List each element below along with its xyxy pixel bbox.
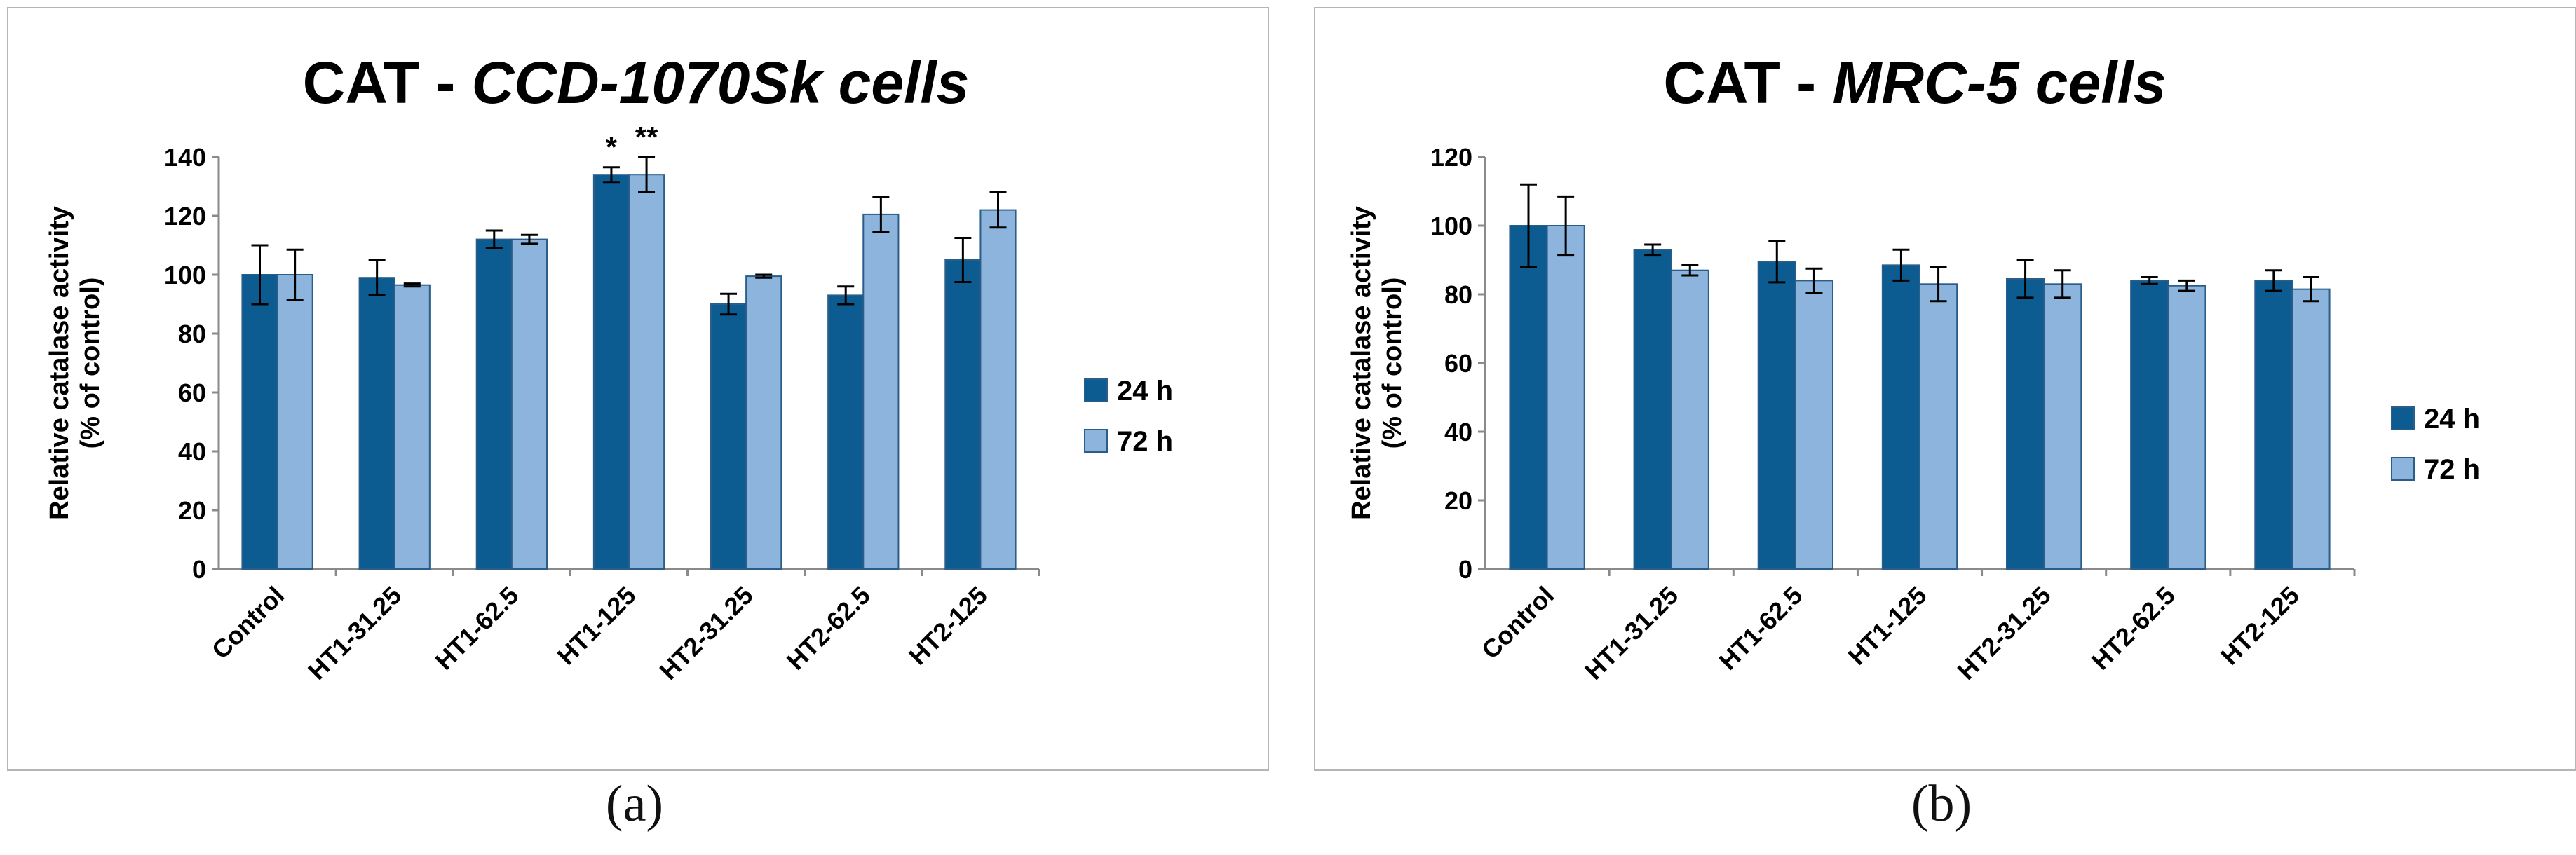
legend-swatch-72h bbox=[1084, 429, 1108, 453]
x-tick-label: HT1-62.5 bbox=[429, 581, 524, 676]
bar-24h bbox=[1633, 249, 1672, 570]
bar-24h bbox=[475, 238, 513, 570]
bar-24h bbox=[2130, 280, 2169, 570]
bar-24h bbox=[241, 274, 278, 570]
y-tick-label: 20 bbox=[178, 496, 206, 525]
y-axis-label-line1: Relative catalase activity bbox=[1347, 206, 1376, 520]
bar-24h bbox=[827, 294, 865, 570]
x-tick-label: HT2-62.5 bbox=[2086, 581, 2181, 676]
y-tick-label: 60 bbox=[1444, 349, 1472, 378]
chart-b-svg: CAT - MRC-5 cells Relative catalase activ… bbox=[1347, 50, 2480, 685]
bar-24h bbox=[710, 303, 747, 570]
chart-title-italic: MRC-5 cells bbox=[1832, 50, 2166, 116]
legend-swatch-72h bbox=[2391, 457, 2415, 481]
bar-72h bbox=[2167, 285, 2206, 570]
bar-72h bbox=[862, 213, 900, 570]
y-tick-label: 40 bbox=[1444, 418, 1472, 446]
bar-72h bbox=[1919, 283, 1958, 570]
x-tick-label: HT1-125 bbox=[1843, 581, 1932, 671]
chart-title-italic: CCD-1070Sk cells bbox=[472, 50, 970, 116]
bar-24h bbox=[1881, 264, 1920, 570]
x-tick-label: HT2-125 bbox=[2215, 581, 2305, 671]
y-tick-label: 0 bbox=[192, 555, 206, 584]
bar-72h bbox=[1546, 225, 1585, 570]
legend-label: 72 h bbox=[2424, 454, 2480, 485]
x-tick-label: Control bbox=[1476, 581, 1559, 664]
y-tick-label: 100 bbox=[164, 261, 206, 289]
legend-swatch-24h bbox=[1084, 378, 1108, 402]
bar-72h bbox=[1794, 280, 1833, 570]
y-tick-label: 20 bbox=[1444, 486, 1472, 515]
legend-swatch-24h bbox=[2391, 406, 2415, 430]
chart-a-svg: CAT - CCD-1070Sk cells Relative catalase … bbox=[45, 50, 1173, 685]
bar-24h bbox=[1509, 225, 1548, 570]
y-axis-label-line1: Relative catalase activity bbox=[45, 206, 74, 520]
chart-title-prefix: CAT - bbox=[303, 50, 472, 116]
bar-72h bbox=[979, 209, 1017, 570]
bar-24h bbox=[2006, 278, 2045, 570]
y-tick-label: 120 bbox=[164, 202, 206, 231]
bar-72h bbox=[628, 174, 665, 570]
chart-title-b: CAT - MRC-5 cells bbox=[1663, 50, 2166, 116]
y-axis-label-line2: (% of control) bbox=[76, 278, 105, 449]
bar-72h bbox=[276, 274, 313, 570]
x-tick-label: HT2-125 bbox=[903, 581, 993, 671]
bar-24h bbox=[2254, 280, 2293, 570]
x-tick-label: Control bbox=[206, 581, 290, 664]
x-tick-label: HT1-125 bbox=[552, 581, 642, 671]
y-tick-label: 140 bbox=[164, 143, 206, 172]
bar-72h bbox=[1670, 269, 1709, 570]
x-tick-label: HT1-31.25 bbox=[302, 581, 407, 685]
y-tick-label: 0 bbox=[1458, 555, 1472, 584]
chart-panel-a: CAT - CCD-1070Sk cells Relative catalase … bbox=[7, 7, 1269, 771]
x-tick-label: HT2-31.25 bbox=[654, 581, 759, 685]
significance-marker: ** bbox=[635, 121, 658, 153]
y-tick-label: 40 bbox=[178, 437, 206, 466]
bar-72h bbox=[2043, 283, 2082, 570]
chart-panel-b: CAT - MRC-5 cells Relative catalase activ… bbox=[1314, 7, 2576, 771]
y-tick-label: 120 bbox=[1430, 143, 1472, 172]
bar-24h bbox=[592, 174, 630, 570]
bar-24h bbox=[1757, 261, 1796, 570]
y-axis-label-b: Relative catalase activity(% of control) bbox=[1347, 206, 1407, 520]
x-tick-label: HT1-62.5 bbox=[1713, 581, 1808, 676]
significance-marker: * bbox=[606, 131, 618, 164]
legend-label: 24 h bbox=[1117, 376, 1173, 406]
y-axis-label-a: Relative catalase activity(% of control) bbox=[45, 206, 105, 520]
y-axis-label-line2: (% of control) bbox=[1378, 278, 1407, 449]
bar-72h bbox=[2291, 288, 2331, 570]
y-tick-label: 80 bbox=[1444, 280, 1472, 309]
bar-72h bbox=[393, 284, 431, 570]
bar-72h bbox=[745, 275, 782, 570]
chart-title-a: CAT - CCD-1070Sk cells bbox=[303, 50, 970, 116]
bar-24h bbox=[944, 259, 982, 570]
bar-72h bbox=[510, 238, 548, 570]
x-tick-label: HT2-62.5 bbox=[781, 581, 876, 676]
y-tick-label: 80 bbox=[178, 320, 206, 348]
panel-label-b: (b) bbox=[1911, 775, 1972, 833]
bar-24h bbox=[358, 277, 395, 570]
x-tick-label: HT1-31.25 bbox=[1579, 581, 1683, 685]
y-tick-label: 100 bbox=[1430, 212, 1472, 240]
chart-title-prefix: CAT - bbox=[1663, 50, 1832, 116]
y-tick-label: 60 bbox=[178, 378, 206, 407]
legend-label: 24 h bbox=[2424, 404, 2480, 435]
x-tick-label: HT2-31.25 bbox=[1952, 581, 2056, 685]
legend-label: 72 h bbox=[1117, 426, 1173, 457]
panel-label-a: (a) bbox=[605, 775, 664, 833]
